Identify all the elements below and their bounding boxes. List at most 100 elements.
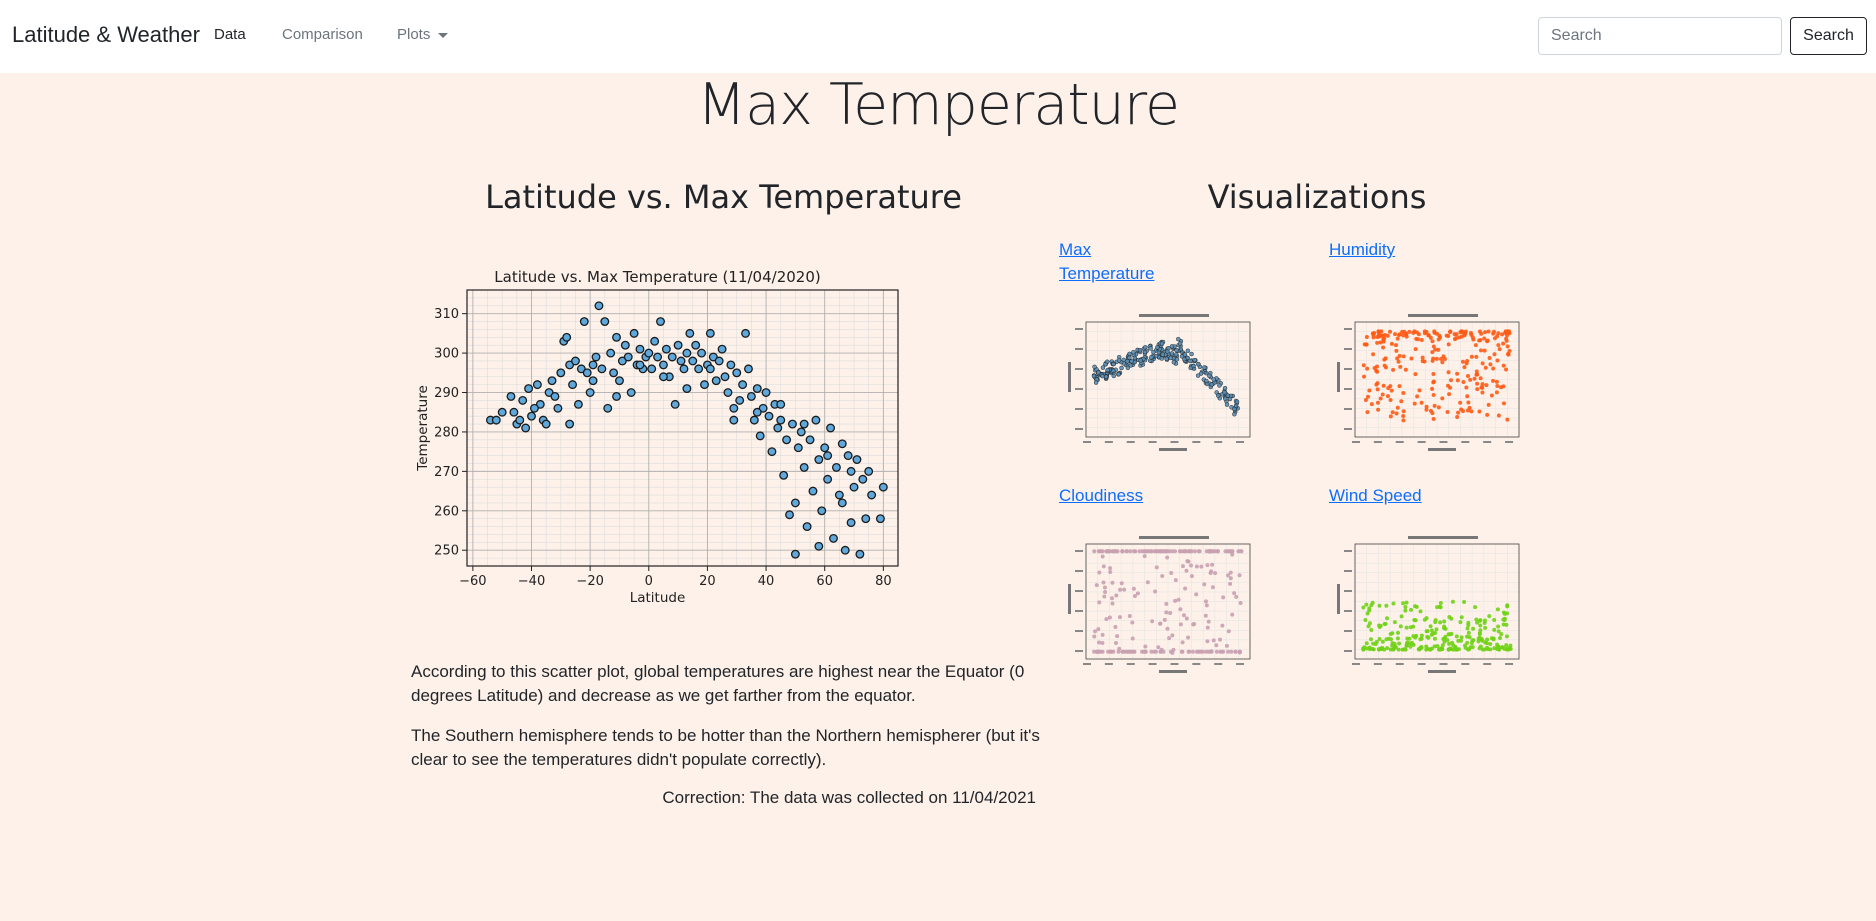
thumb-point xyxy=(1224,402,1230,407)
thumb-ytick xyxy=(1075,388,1083,390)
thumb-point xyxy=(1480,390,1485,395)
thumbnail-wind-speed[interactable] xyxy=(1333,534,1523,679)
thumb-point xyxy=(1225,393,1231,398)
thumb-point xyxy=(1395,336,1400,341)
thumb-point xyxy=(1491,331,1496,336)
search-input[interactable] xyxy=(1538,17,1782,55)
brand-link[interactable]: Latitude & Weather xyxy=(12,22,200,47)
thumb-point xyxy=(1465,394,1470,399)
thumb-point xyxy=(1394,348,1399,353)
thumb-point xyxy=(1189,563,1194,568)
thumb-point xyxy=(1103,589,1108,594)
thumb-point xyxy=(1160,573,1165,578)
scatter-point xyxy=(676,356,686,366)
scatter-point xyxy=(752,407,762,417)
thumb-point xyxy=(1221,595,1226,600)
thumbnail-humidity[interactable] xyxy=(1333,312,1523,457)
thumb-point xyxy=(1399,399,1404,404)
thumb-point xyxy=(1486,329,1491,334)
thumb-point xyxy=(1209,649,1214,654)
thumb-point xyxy=(1477,618,1482,623)
thumb-point xyxy=(1485,338,1490,343)
nav-link-comparison[interactable]: Comparison xyxy=(282,26,363,43)
thumb-point xyxy=(1504,367,1509,372)
scatter-point xyxy=(834,490,844,500)
thumb-point xyxy=(1371,641,1376,646)
thumbnail-max-temperature[interactable] xyxy=(1064,312,1254,457)
thumb-xtick xyxy=(1214,663,1223,665)
thumb-point xyxy=(1487,614,1492,619)
y-tick-label: 250 xyxy=(434,544,459,559)
scatter-point xyxy=(656,317,665,326)
thumb-point xyxy=(1364,334,1369,339)
thumb-point xyxy=(1447,392,1452,397)
viz-link-humidity[interactable]: Humidity xyxy=(1329,240,1396,259)
thumb-point xyxy=(1468,645,1473,650)
thumb-point xyxy=(1131,349,1136,355)
thumb-point xyxy=(1436,337,1441,342)
thumb-point xyxy=(1495,383,1500,388)
thumb-point xyxy=(1412,604,1417,609)
thumb-point xyxy=(1474,372,1479,377)
thumb-point xyxy=(1462,600,1467,605)
viz-link-max-temperature[interactable]: Max Temperature xyxy=(1059,240,1155,283)
search-button[interactable]: Search xyxy=(1790,17,1867,55)
thumb-point xyxy=(1196,361,1201,367)
chart-title: Latitude vs. Max Temperature (11/04/2020… xyxy=(494,268,820,286)
nav-dropdown-plots[interactable]: Plots xyxy=(397,26,449,43)
thumbnail-cloudiness[interactable] xyxy=(1064,534,1254,679)
viz-link-cloudiness[interactable]: Cloudiness xyxy=(1059,486,1144,505)
thumb-point xyxy=(1111,373,1117,379)
scatter-point xyxy=(729,403,739,413)
thumb-point xyxy=(1170,549,1175,554)
scatter-point xyxy=(814,455,824,464)
viz-link-wind-speed[interactable]: Wind Speed xyxy=(1329,486,1422,505)
scatter-point xyxy=(764,411,774,421)
thumb-point xyxy=(1397,384,1402,389)
thumb-point xyxy=(1388,414,1393,419)
thumb-point xyxy=(1488,647,1493,652)
thumb-point xyxy=(1431,416,1436,421)
thumb-point xyxy=(1166,345,1171,351)
scatter-point xyxy=(612,392,621,401)
thumb-point xyxy=(1224,643,1229,648)
thumb-xtick xyxy=(1505,441,1514,443)
thumb-point xyxy=(1375,387,1380,392)
thumb-point xyxy=(1164,610,1169,615)
thumb-point xyxy=(1127,613,1132,618)
thumb-point xyxy=(1102,594,1107,599)
thumb-point xyxy=(1238,600,1243,605)
thumb-ytick xyxy=(1344,408,1352,410)
scatter-point xyxy=(685,328,695,338)
thumb-point xyxy=(1424,629,1429,634)
thumb-point xyxy=(1371,647,1376,652)
thumb-point xyxy=(1505,344,1510,349)
scatter-point xyxy=(626,388,636,397)
thumb-point xyxy=(1214,649,1219,654)
thumb-point xyxy=(1429,646,1434,651)
thumb-point xyxy=(1169,571,1174,576)
thumb-point xyxy=(1472,376,1477,381)
thumb-xlabel xyxy=(1428,670,1456,673)
thumb-point xyxy=(1164,356,1169,362)
scatter-point xyxy=(547,376,557,386)
thumb-point xyxy=(1432,330,1437,335)
thumb-point xyxy=(1430,386,1435,391)
thumb-ytick xyxy=(1344,368,1352,370)
thumb-point xyxy=(1397,332,1402,337)
thumb-point xyxy=(1474,617,1479,622)
thumb-point xyxy=(1500,332,1505,337)
scatter-point xyxy=(658,360,668,370)
thumb-point xyxy=(1113,549,1118,554)
scatter-point xyxy=(562,332,572,342)
thumb-point xyxy=(1403,608,1408,613)
nav-link-data[interactable]: Data xyxy=(214,26,246,43)
thumb-point xyxy=(1494,390,1499,395)
thumb-point xyxy=(1101,580,1106,585)
thumb-point xyxy=(1419,400,1424,405)
thumb-point xyxy=(1461,379,1466,384)
thumb-point xyxy=(1149,355,1154,360)
thumb-point xyxy=(1192,357,1197,363)
thumb-point xyxy=(1436,405,1441,410)
thumb-point xyxy=(1108,566,1113,571)
